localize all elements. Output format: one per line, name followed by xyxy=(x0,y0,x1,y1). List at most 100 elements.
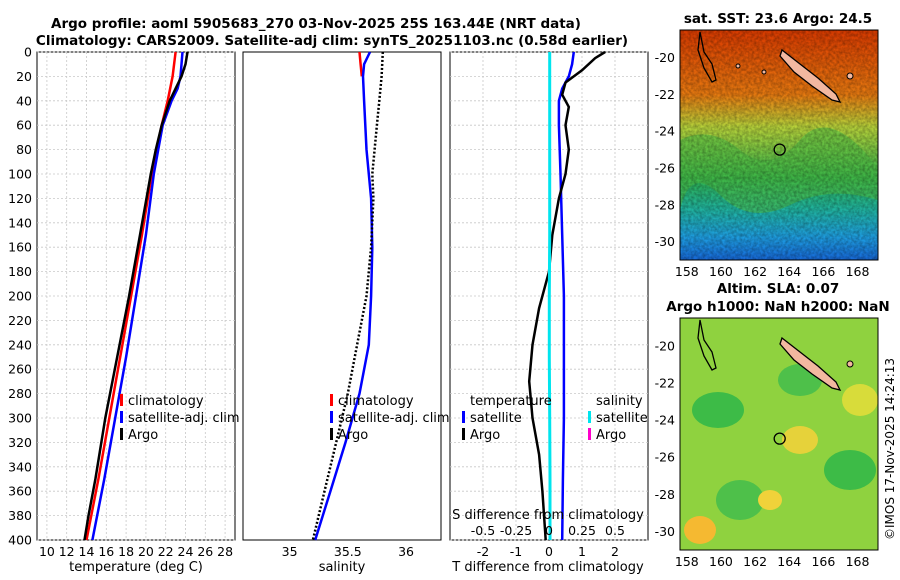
depth-tick-label: 40 xyxy=(16,93,32,108)
salinity-tick-label: 36 xyxy=(398,544,414,559)
lat-tick-label: -22 xyxy=(655,87,675,102)
figure-title-line1: Argo profile: aoml 5905683_270 03-Nov-20… xyxy=(51,16,581,32)
lat-tick-label: -28 xyxy=(655,197,675,212)
temperature-lines xyxy=(83,51,189,541)
legend-swatch-climatology xyxy=(120,394,123,406)
sla-field xyxy=(680,318,878,550)
difference-xlabel: T difference from climatology xyxy=(451,560,644,575)
depth-tick-labels: 0 20 40 60 80 100 120 140 160 180 200 220 240 260 280 3… xyxy=(8,45,32,548)
depth-tick-label: 260 xyxy=(8,362,32,377)
diff-legend-label-s-satellite: satellite xyxy=(596,411,648,426)
sla-island-loyalty xyxy=(846,360,854,368)
temperature-tick-label: 16 xyxy=(98,544,114,559)
temperature-tick-label: 14 xyxy=(79,544,95,559)
depth-tick-label: 140 xyxy=(8,215,32,230)
temperature-xlabel: temperature (deg C) xyxy=(69,560,203,575)
salinity-difference-tick-labels: -0.5 -0.25 0 0.25 0.5 xyxy=(471,523,625,538)
sal-legend-swatch-climatology xyxy=(330,394,333,406)
sal-legend-swatch-argo xyxy=(330,428,333,440)
difference-lines xyxy=(527,50,606,541)
lon-tick-label: 162 xyxy=(743,264,767,279)
sla-low-anomaly xyxy=(716,480,764,520)
s-difference-tick-label: 0.5 xyxy=(605,523,625,538)
salinity-axes-box xyxy=(242,51,442,541)
sla-high-anomaly xyxy=(782,426,818,454)
lon-tick-label: 166 xyxy=(811,554,835,569)
depth-tick-label: 340 xyxy=(8,459,32,474)
sla-map-frame xyxy=(679,317,879,551)
temperature-grid xyxy=(37,51,235,541)
diff-legend-swatch-s-argo xyxy=(588,428,591,440)
sst-texture xyxy=(680,30,878,260)
series-line-satellite-adj-clim xyxy=(314,51,374,541)
depth-tick-label: 280 xyxy=(8,386,32,401)
difference-tick-labels: -2 -1 0 1 2 xyxy=(477,544,619,559)
lat-tick-label: -30 xyxy=(655,524,675,539)
depth-tick-label: 360 xyxy=(8,484,32,499)
lon-tick-label: 164 xyxy=(777,264,801,279)
sla-map-panel: Altim. SLA: 0.07 Argo h1000: NaN h2000: … xyxy=(655,281,890,569)
diff-legend-swatch-s-satellite xyxy=(588,411,591,423)
legend-label-satellite: satellite-adj. clim xyxy=(128,411,240,426)
sst-map-panel: sat. SST: 23.6 Argo: 24.5 158 160 162 164 16… xyxy=(655,11,879,279)
lat-tick-label: -26 xyxy=(655,450,675,465)
sal-legend-label-satellite: satellite-adj. clim xyxy=(338,411,450,426)
sla-low-anomaly xyxy=(824,450,876,490)
series-line-climatology xyxy=(358,51,364,77)
lat-tick-label: -22 xyxy=(655,375,675,390)
t-difference-tick-label: -1 xyxy=(510,544,522,559)
depth-tick-label: 100 xyxy=(8,167,32,182)
difference-xlabel-top: S difference from climatology xyxy=(452,508,644,523)
sst-lon-tick-labels: 158 160 162 164 166 168 xyxy=(675,264,870,279)
lat-tick-label: -20 xyxy=(655,338,675,353)
diff-legend-label-t-satellite: satellite xyxy=(470,411,522,426)
series-line-t-argo xyxy=(527,50,606,541)
diff-legend-label-t-argo: Argo xyxy=(470,428,500,443)
temperature-panel: 0 20 40 60 80 100 120 140 160 180 200 220 240 260 280 3… xyxy=(8,45,239,576)
depth-tick-label: 80 xyxy=(16,142,32,157)
temperature-tick-labels: 10 12 14 16 18 20 22 24 26 28 xyxy=(39,544,233,559)
depth-tick-label: 300 xyxy=(8,411,32,426)
depth-tick-label: 180 xyxy=(8,264,32,279)
diff-legend-title-salinity: salinity xyxy=(596,394,643,409)
lat-tick-label: -24 xyxy=(655,124,675,139)
sla-argo-marker xyxy=(773,432,786,445)
salinity-legend: climatology satellite-adj. clim Argo xyxy=(330,394,450,443)
temperature-tick-label: 26 xyxy=(197,544,213,559)
depth-tick-label: 220 xyxy=(8,313,32,328)
difference-panel: -2 -1 0 1 2 -0.5 -0.25 0 0.25 0.5 S difference f… xyxy=(449,50,649,575)
imos-timestamp: ©IMOS 17-Nov-2025 14:24:13 xyxy=(883,358,897,540)
sla-lat-tick-labels: -20 -22 -24 -26 -28 -30 xyxy=(655,338,675,539)
legend-label-argo: Argo xyxy=(128,428,158,443)
sst-map-title: sat. SST: 23.6 Argo: 24.5 xyxy=(684,11,872,27)
lon-tick-label: 162 xyxy=(743,554,767,569)
figure-title-line2: Climatology: CARS2009. Satellite-adj cli… xyxy=(36,33,628,49)
sst-coast-chesterfield xyxy=(697,31,717,83)
diff-legend-swatch-t-argo xyxy=(462,428,465,440)
lat-tick-label: -20 xyxy=(655,50,675,65)
sla-low-anomaly xyxy=(692,392,744,428)
sla-coast-new-caledonia xyxy=(779,336,842,391)
depth-tick-label: 160 xyxy=(8,240,32,255)
s-difference-tick-label: 0.25 xyxy=(568,523,596,538)
temperature-tick-label: 28 xyxy=(217,544,233,559)
s-difference-tick-label: -0.25 xyxy=(500,523,532,538)
temperature-tick-label: 24 xyxy=(178,544,194,559)
depth-tick-label: 60 xyxy=(16,118,32,133)
depth-tick-label: 240 xyxy=(8,337,32,352)
s-difference-tick-label: -0.5 xyxy=(471,523,495,538)
lon-tick-label: 158 xyxy=(675,264,699,279)
sla-high-anomaly xyxy=(842,384,878,416)
temperature-tick-label: 10 xyxy=(39,544,55,559)
series-line-t-satellite xyxy=(557,51,576,541)
sst-reef-islet xyxy=(761,69,767,75)
temperature-legend: climatology satellite-adj. clim Argo xyxy=(120,394,240,443)
lon-tick-label: 160 xyxy=(709,554,733,569)
lon-tick-label: 166 xyxy=(811,264,835,279)
legend-swatch-argo xyxy=(120,428,123,440)
diff-legend-title-temperature: temperature xyxy=(470,394,552,409)
lon-tick-label: 160 xyxy=(709,264,733,279)
sla-high-anomaly xyxy=(758,490,782,510)
difference-grid xyxy=(450,51,648,541)
